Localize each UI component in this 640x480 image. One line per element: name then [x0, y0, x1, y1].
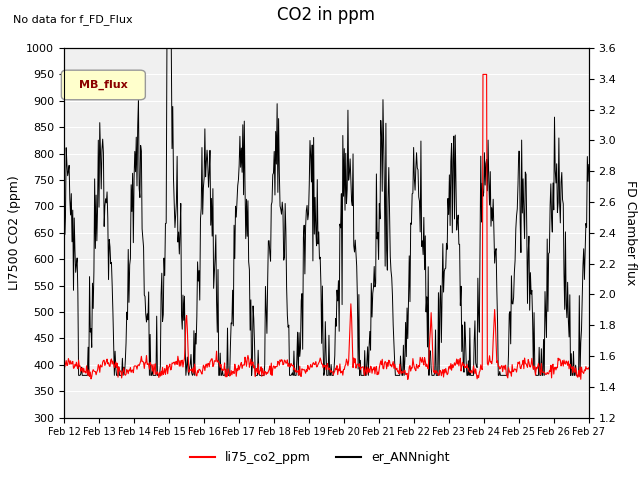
Text: No data for f_FD_Flux: No data for f_FD_Flux	[13, 14, 132, 25]
Y-axis label: FD Chamber flux: FD Chamber flux	[624, 180, 637, 286]
Legend: li75_co2_ppm, er_ANNnight: li75_co2_ppm, er_ANNnight	[186, 446, 454, 469]
FancyBboxPatch shape	[61, 70, 145, 100]
Text: MB_flux: MB_flux	[79, 80, 128, 90]
Y-axis label: LI7500 CO2 (ppm): LI7500 CO2 (ppm)	[8, 175, 20, 290]
Title: CO2 in ppm: CO2 in ppm	[277, 6, 376, 24]
